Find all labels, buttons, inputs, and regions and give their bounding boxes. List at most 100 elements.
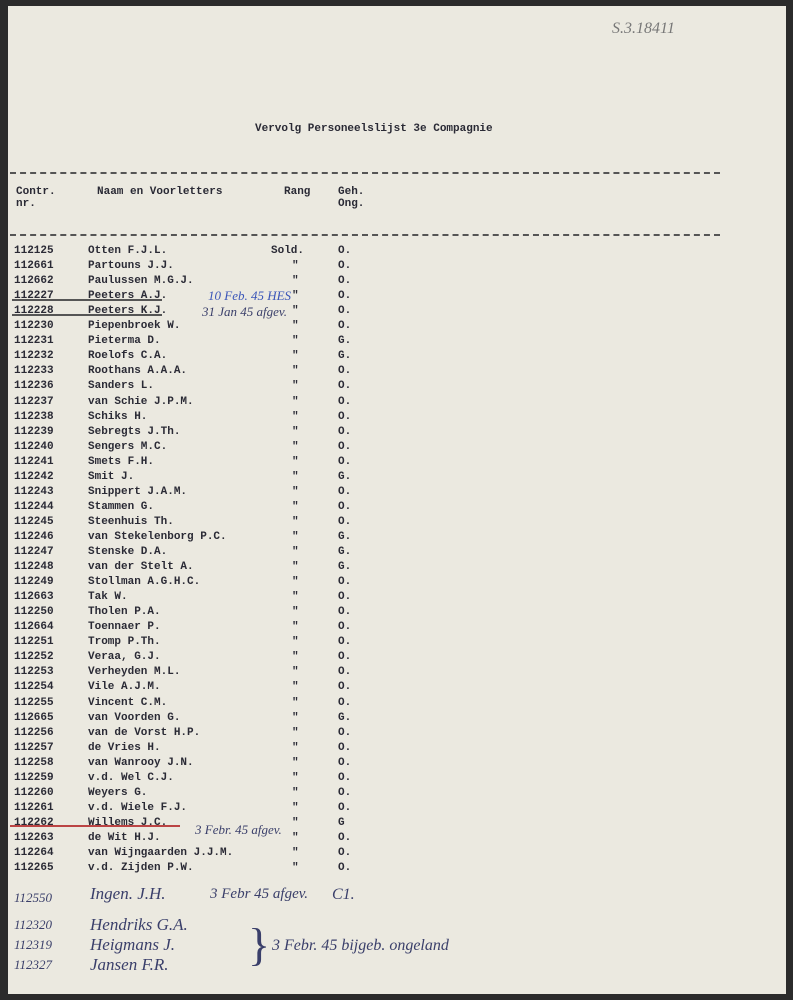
annotation: 3 Febr. 45 afgev. xyxy=(195,822,282,837)
contr-nr: 112125 xyxy=(14,245,54,257)
geh-ong: O. xyxy=(338,786,352,799)
contr-nr: 112244 xyxy=(14,500,54,513)
contr-nr: 112265 xyxy=(14,862,54,875)
name: Pieterma D. xyxy=(88,335,161,348)
name: van de Vorst H.P. xyxy=(88,726,201,739)
contr-nr: 112664 xyxy=(14,621,54,634)
contr-nr: 112248 xyxy=(14,561,54,574)
handwritten-code: C1. xyxy=(332,886,355,903)
rang: " xyxy=(292,305,299,318)
name: Stenske D.A. xyxy=(88,546,168,558)
rang: " xyxy=(292,365,299,378)
geh-ong: G. xyxy=(338,335,352,348)
rang: " xyxy=(292,847,299,859)
geh-ong: O. xyxy=(338,831,352,844)
header: Rang xyxy=(284,186,311,198)
contr-nr: 112263 xyxy=(14,831,54,844)
brace: } xyxy=(248,919,271,970)
rang: " xyxy=(292,862,299,875)
contr-nr: 112246 xyxy=(14,530,54,543)
rang: " xyxy=(292,651,299,664)
geh-ong: G. xyxy=(338,470,352,483)
contr-nr: 112241 xyxy=(14,455,54,468)
handwritten-name: Hendriks G.A. xyxy=(90,915,188,934)
name: Sanders L. xyxy=(88,380,155,393)
geh-ong: O. xyxy=(338,365,352,378)
contr-nr: 112232 xyxy=(14,350,54,363)
contr-nr: 112663 xyxy=(14,591,54,604)
contr-nr: 112233 xyxy=(14,365,54,378)
geh-ong: O. xyxy=(338,410,352,423)
geh-ong: O. xyxy=(338,395,352,408)
header: Contr. nr. xyxy=(16,186,56,210)
rang: " xyxy=(292,395,299,408)
name: Weyers G. xyxy=(88,786,148,799)
contr-nr: 112252 xyxy=(14,651,54,664)
name: Stammen G. xyxy=(88,500,155,513)
annotation: 10 Feb. 45 HES xyxy=(208,288,292,303)
name: Smit J. xyxy=(88,470,135,483)
strike xyxy=(10,825,180,827)
rang: " xyxy=(292,696,299,709)
rang: " xyxy=(292,260,299,273)
strike xyxy=(12,299,162,301)
rang: " xyxy=(292,290,299,303)
contr-nr: 112260 xyxy=(14,786,54,799)
contr-nr: 112247 xyxy=(14,546,54,558)
name: Roothans A.A.A. xyxy=(88,365,188,378)
rang: " xyxy=(292,621,299,634)
geh-ong: O. xyxy=(338,696,352,709)
handwritten-name: Jansen F.R. xyxy=(90,955,169,974)
geh-ong: O. xyxy=(338,666,352,679)
handwritten-name: Ingen. J.H. xyxy=(90,884,166,903)
rang: " xyxy=(292,576,299,589)
geh-ong: O. xyxy=(338,741,352,754)
rang: " xyxy=(292,485,299,498)
contr-nr: 112236 xyxy=(14,380,54,393)
name: Tak W. xyxy=(88,591,128,604)
name: van Schie J.P.M. xyxy=(88,395,194,408)
contr-nr: 112662 xyxy=(14,275,54,288)
geh-ong: O. xyxy=(338,771,352,784)
contr-nr: 112231 xyxy=(14,335,54,348)
contr-nr: 112230 xyxy=(14,320,54,333)
handwritten-note: 3 Febr 45 afgev. xyxy=(210,886,309,902)
rule xyxy=(10,172,720,174)
title: Vervolg Personeelslijst 3e Compagnie xyxy=(255,123,493,135)
rang: " xyxy=(292,801,299,814)
rang: " xyxy=(292,591,299,604)
contr-nr: 112261 xyxy=(14,801,54,814)
geh-ong: G. xyxy=(338,711,352,724)
rang: " xyxy=(292,786,299,799)
handwritten-name: Heigmans J. xyxy=(90,935,175,954)
geh-ong: O. xyxy=(338,515,352,528)
name: Otten F.J.L. xyxy=(88,245,168,257)
rang: " xyxy=(292,546,299,558)
contr-nr: 112251 xyxy=(14,636,54,649)
contr-nr: 112242 xyxy=(14,470,54,483)
geh-ong: G. xyxy=(338,530,352,543)
geh-ong: O. xyxy=(338,290,352,303)
name: v.d. Wel C.J. xyxy=(88,771,174,784)
rang: " xyxy=(292,530,299,543)
geh-ong: O. xyxy=(338,485,352,498)
contr-nr: 112243 xyxy=(14,485,54,498)
contr-nr: 112264 xyxy=(14,847,54,859)
header: Geh. Ong. xyxy=(338,186,365,210)
rang: " xyxy=(292,816,299,829)
name: van Wijngaarden J.J.M. xyxy=(88,847,234,859)
name: Smets F.H. xyxy=(88,455,155,468)
strike xyxy=(12,314,162,316)
geh-ong: O. xyxy=(338,621,352,634)
rang: " xyxy=(292,831,299,844)
name: Snippert J.A.M. xyxy=(88,485,188,498)
rang: " xyxy=(292,350,299,363)
geh-ong: O. xyxy=(338,305,352,318)
name: Verheyden M.L. xyxy=(88,666,181,679)
geh-ong: O. xyxy=(338,606,352,619)
rang: " xyxy=(292,440,299,453)
name: Veraa, G.J. xyxy=(88,651,161,664)
addition-note: 3 Febr. 45 bijgeb. ongeland xyxy=(272,937,449,954)
geh-ong: G xyxy=(338,816,345,829)
name: Schiks H. xyxy=(88,410,148,423)
